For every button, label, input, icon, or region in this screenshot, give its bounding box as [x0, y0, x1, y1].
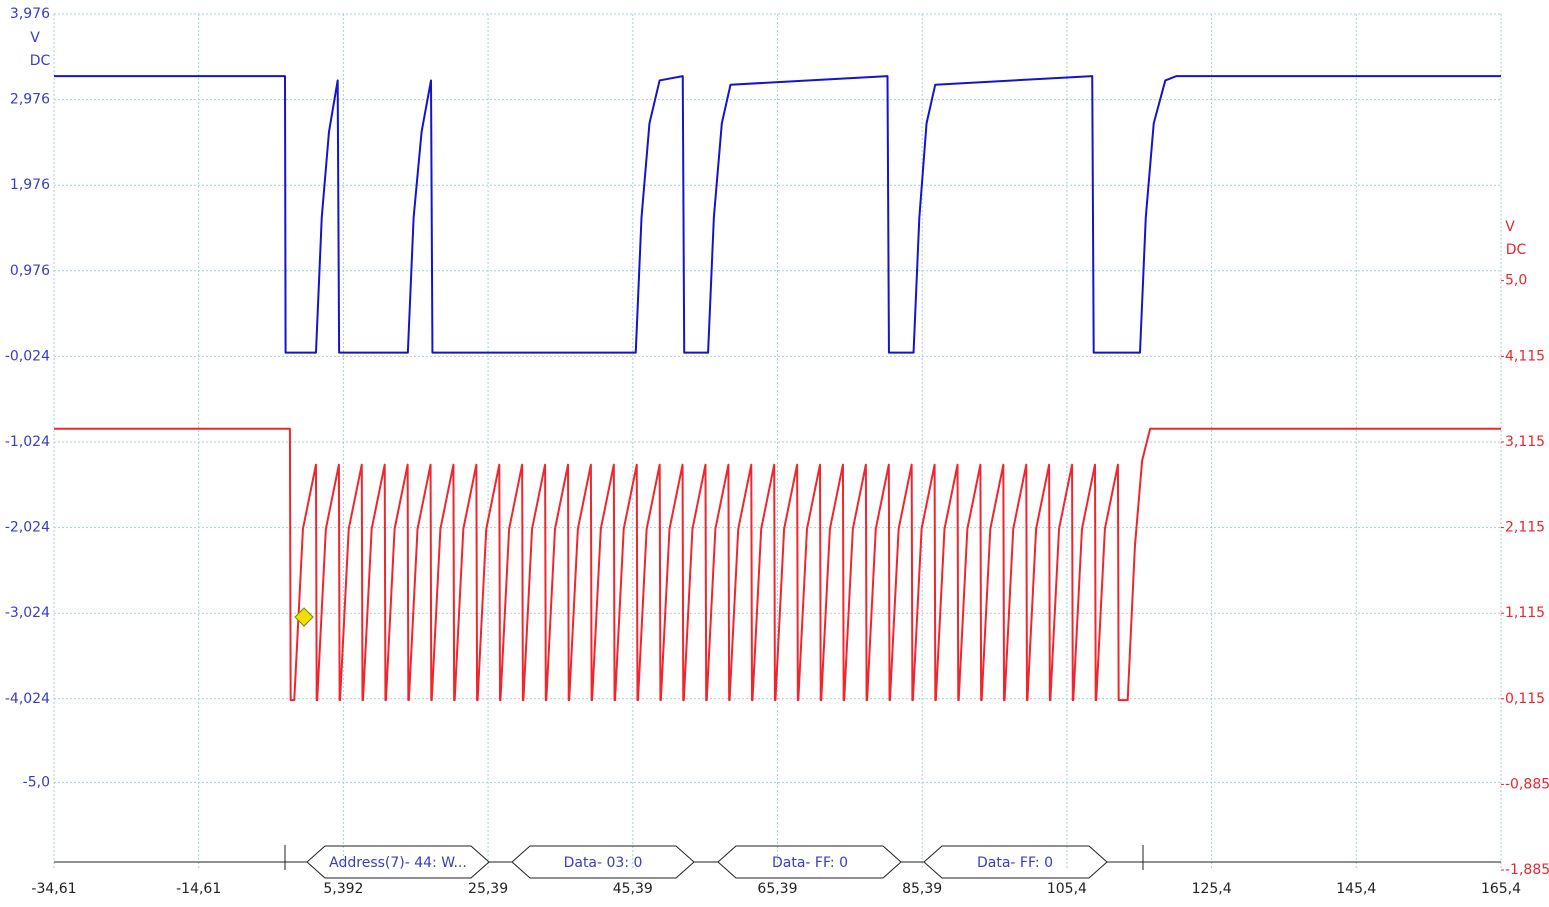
y-unit: DC	[30, 53, 51, 69]
y-tick-label: -1,024	[5, 434, 50, 450]
trace-line	[54, 427, 1501, 702]
decode-label: Data- 03: 0	[564, 855, 643, 871]
trigger-marker	[294, 607, 314, 627]
trace-line	[54, 75, 1501, 354]
y2-tick-label: -1,885	[1505, 862, 1549, 878]
y-unit: V	[30, 30, 40, 46]
x-tick-label: 145,4	[1336, 881, 1376, 897]
y2-tick-label: -0,885	[1505, 776, 1549, 792]
y2-tick-label: 1,115	[1505, 605, 1545, 621]
y-tick-label: 0,976	[10, 263, 50, 279]
y2-tick-label: 2,115	[1505, 520, 1545, 536]
y-tick-label: -2,024	[5, 520, 50, 536]
y-tick-label: 3,976	[10, 6, 50, 22]
x-tick-label: -14,61	[176, 881, 221, 897]
x-tick-label: -34,61	[31, 881, 76, 897]
y-tick-label: -3,024	[5, 605, 50, 621]
y2-tick-label: 0,115	[1505, 691, 1545, 707]
y-tick-label: -5,0	[23, 774, 50, 790]
y2-tick-label: 3,115	[1505, 434, 1545, 450]
x-tick-label: 5,392	[323, 881, 363, 897]
y2-tick-label: 4,115	[1505, 348, 1545, 364]
x-tick-label: 25,39	[468, 881, 508, 897]
x-tick-label: 105,4	[1047, 881, 1087, 897]
y2-unit: V	[1505, 219, 1515, 235]
x-tick-label: 85,39	[902, 881, 942, 897]
x-tick-label: 65,39	[757, 881, 797, 897]
y-tick-label: 1,976	[10, 177, 50, 193]
x-tick-label: 45,39	[613, 881, 653, 897]
y2-tick-label: 5,0	[1505, 273, 1527, 289]
decode-label: Data- FF: 0	[772, 855, 848, 871]
grid-layer: -34,61 -14,61 5,392 25,39 45,39 65,39 85,39 105…	[5, 6, 1549, 897]
y-tick-label: -0,024	[5, 348, 50, 364]
x-tick-label: 165,4	[1481, 881, 1521, 897]
y-tick-label: 2,976	[10, 92, 50, 108]
traces	[54, 75, 1501, 702]
decode-label: Address(7)- 44: W...	[329, 855, 467, 871]
decode-label: Data- FF: 0	[977, 855, 1053, 871]
decode-bus	[54, 845, 1501, 879]
x-tick-label: 125,4	[1192, 881, 1232, 897]
y2-unit: DC	[1506, 242, 1527, 258]
y-tick-label: -4,024	[5, 691, 50, 707]
